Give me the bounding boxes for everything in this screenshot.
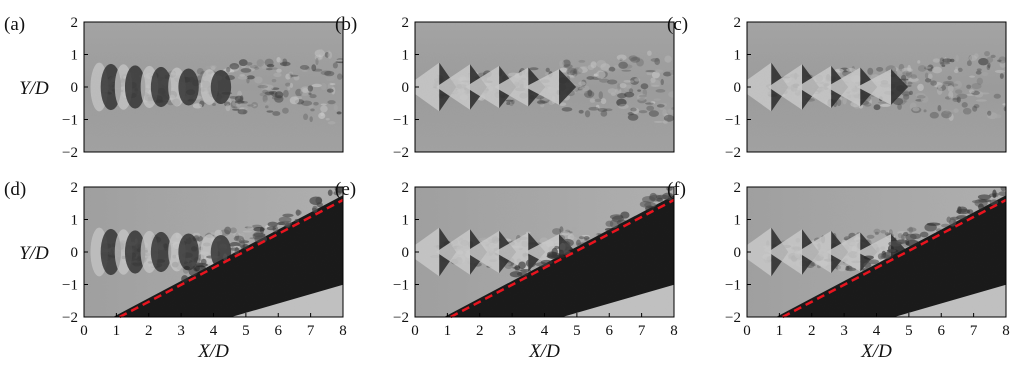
y-tick-label: 2 <box>402 15 410 31</box>
schlieren-image <box>84 187 343 317</box>
x-tick-label: 5 <box>242 323 250 339</box>
x-tick-label: 8 <box>670 323 678 339</box>
x-axis-label: X/D <box>528 341 560 362</box>
y-tick-label: −1 <box>725 113 741 129</box>
x-tick-label: 5 <box>573 323 581 339</box>
y-tick-label: 1 <box>402 213 410 229</box>
y-tick-label: 2 <box>734 15 742 31</box>
panel-label: (a) <box>4 14 25 35</box>
x-tick-label: 0 <box>80 323 88 339</box>
x-tick-label: 8 <box>339 323 347 339</box>
y-tick-label: 2 <box>71 180 79 196</box>
y-tick-label: 2 <box>71 15 79 31</box>
y-tick-label: −2 <box>725 310 741 326</box>
y-tick-label: 1 <box>734 48 742 64</box>
y-tick-label: 0 <box>71 245 79 261</box>
y-tick-label: −2 <box>62 145 78 161</box>
x-tick-label: 8 <box>1002 323 1010 339</box>
y-axis-label: Y/D <box>19 78 49 99</box>
y-tick-label: 1 <box>71 48 79 64</box>
x-tick-label: 4 <box>210 323 218 339</box>
y-tick-label: 0 <box>734 80 742 96</box>
panel-label: (f) <box>667 179 686 200</box>
x-tick-label: 6 <box>275 323 283 339</box>
panel-label: (c) <box>667 14 688 35</box>
x-tick-label: 7 <box>638 323 646 339</box>
x-tick-label: 1 <box>776 323 784 339</box>
x-axis-label: X/D <box>860 341 892 362</box>
x-tick-label: 3 <box>840 323 848 339</box>
y-axis-label: Y/D <box>19 243 49 264</box>
panel-e: 210−1−20 1 2 3 4 5 6 7 8X/D(e) <box>335 179 678 362</box>
schlieren-image <box>415 22 674 152</box>
x-tick-label: 2 <box>808 323 816 339</box>
y-tick-label: −1 <box>725 278 741 294</box>
x-tick-label: 0 <box>743 323 751 339</box>
panel-f: 210−1−20 1 2 3 4 5 6 7 8X/D(f) <box>667 179 1010 362</box>
y-tick-label: 2 <box>402 180 410 196</box>
y-tick-label: −1 <box>62 113 78 129</box>
y-tick-label: −1 <box>393 278 409 294</box>
y-tick-label: 1 <box>402 48 410 64</box>
schlieren-image <box>747 22 1006 152</box>
panel-label: (b) <box>335 14 357 35</box>
y-tick-label: −2 <box>62 310 78 326</box>
x-tick-label: 6 <box>938 323 946 339</box>
x-tick-label: 7 <box>307 323 315 339</box>
panel-b: 2 1 0 −1 −2 (b) <box>335 14 675 161</box>
panel-label: (e) <box>335 179 356 200</box>
x-tick-label: 2 <box>145 323 153 339</box>
panel-c: 2 1 0 −1 −2 (c) <box>667 14 1007 161</box>
wall-dashed-line <box>782 198 1007 319</box>
y-tick-label: −1 <box>62 278 78 294</box>
x-tick-label: 6 <box>606 323 614 339</box>
x-tick-label: 3 <box>177 323 185 339</box>
x-tick-label: 7 <box>970 323 978 339</box>
y-tick-label: 1 <box>734 213 742 229</box>
panel-d: 210−1−20 1 2 3 4 5 6 7 8X/DY/D(d) <box>4 179 347 362</box>
wall-dashed-line <box>119 198 344 319</box>
y-tick-label: 1 <box>71 213 79 229</box>
y-tick-label: −2 <box>393 145 409 161</box>
x-tick-label: 1 <box>444 323 452 339</box>
y-tick-label: −2 <box>725 145 741 161</box>
wall-dashed-line <box>450 198 675 319</box>
x-axis-label: X/D <box>197 341 229 362</box>
x-tick-label: 3 <box>508 323 516 339</box>
y-tick-label: 0 <box>402 245 410 261</box>
x-tick-label: 2 <box>476 323 484 339</box>
y-tick-label: 2 <box>734 180 742 196</box>
y-tick-label: −1 <box>393 113 409 129</box>
panel-a: 2 1 0 −1 −2 Y/D (a) <box>4 14 344 161</box>
x-tick-label: 4 <box>873 323 881 339</box>
panel-label: (d) <box>4 179 26 200</box>
y-tick-label: 0 <box>402 80 410 96</box>
x-tick-label: 5 <box>905 323 913 339</box>
y-tick-label: 0 <box>71 80 79 96</box>
y-tick-label: −2 <box>393 310 409 326</box>
schlieren-image <box>415 187 674 317</box>
schlieren-image <box>84 22 343 152</box>
x-tick-label: 4 <box>541 323 549 339</box>
y-tick-label: 0 <box>734 245 742 261</box>
x-tick-label: 1 <box>113 323 121 339</box>
x-tick-label: 0 <box>411 323 419 339</box>
schlieren-image <box>747 187 1006 317</box>
